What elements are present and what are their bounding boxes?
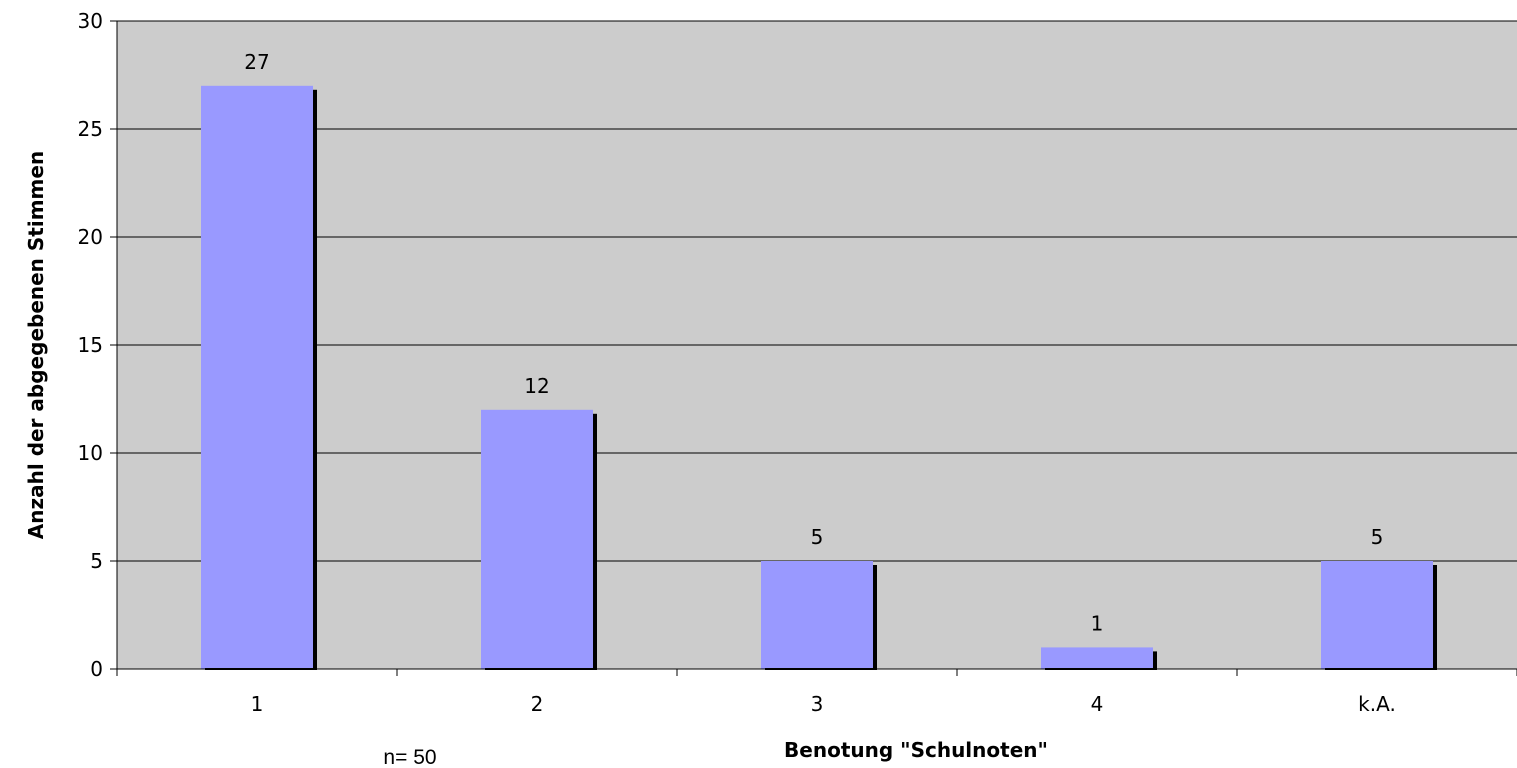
bar-shadow: [1433, 565, 1437, 669]
y-axis-title: Anzahl der abgegebenen Stimmen: [24, 151, 48, 539]
x-tick-label: k.A.: [1358, 692, 1396, 716]
y-tick-label: 25: [78, 117, 103, 141]
x-tick-label: 2: [531, 692, 544, 716]
y-tick-label: 15: [78, 333, 103, 357]
y-tick-label: 0: [90, 657, 103, 681]
bar: [481, 409, 593, 669]
x-axis-ticks: 1 2 3 4 k.A.: [116, 669, 1517, 716]
data-label: 12: [524, 374, 549, 398]
x-tick-label: 1: [251, 692, 264, 716]
data-label: 5: [1371, 525, 1384, 549]
data-label: 1: [1091, 611, 1104, 635]
bar-shadow: [873, 565, 877, 669]
y-axis-ticks: 0 5 10 15 20 25 30: [78, 9, 117, 681]
x-axis-title: Benotung "Schulnoten": [784, 738, 1048, 762]
bar-shadow: [313, 89, 317, 670]
x-tick-label: 3: [811, 692, 824, 716]
gridlines: [117, 20, 1517, 562]
y-tick-label: 20: [78, 225, 103, 249]
data-label: 5: [811, 525, 824, 549]
y-tick-label: 5: [90, 549, 103, 573]
data-labels: 27 12 5 1 5: [244, 50, 1383, 636]
y-tick-label: 30: [78, 9, 103, 33]
bar: [1041, 647, 1153, 669]
sample-size-note: n= 50: [383, 746, 436, 768]
data-label: 27: [244, 50, 269, 74]
bar: [201, 85, 313, 670]
x-tick-label: 4: [1091, 692, 1104, 716]
bar-shadow: [593, 413, 597, 669]
bar: [1321, 561, 1433, 669]
y-tick-label: 10: [78, 441, 103, 465]
bar: [761, 561, 873, 669]
bar-shadow: [1153, 651, 1157, 669]
